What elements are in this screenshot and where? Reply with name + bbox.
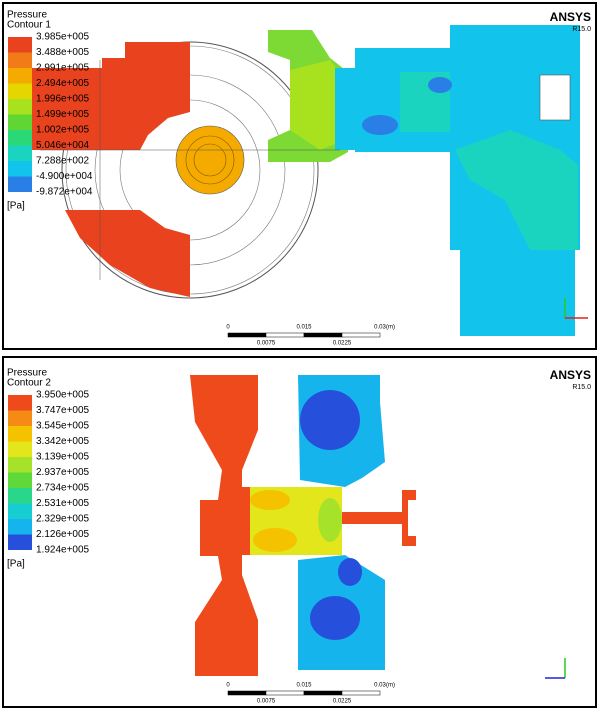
legend-label: 2.734e+005 [36,483,90,494]
legend-label: 1.996e+005 [36,94,90,105]
legend-label: 2.937e+005 [36,467,90,478]
legend-label: 3.950e+005 [36,390,90,401]
legend-swatch [8,426,32,442]
scale-label: 0 [226,683,230,689]
legend-swatch [8,52,32,68]
brand: ANSYS [550,368,591,382]
scale-label: 0 [226,325,230,331]
scale-label: 0.015 [296,683,312,689]
scale-label: 0.015 [296,325,312,331]
legend-label: 3.747e+005 [36,405,90,416]
legend-label: 2.126e+005 [36,529,90,540]
scale-label: 0.0075 [257,699,276,705]
scale-label: 0.03 [374,683,386,689]
contour-1 [32,25,580,336]
legend-label: 2.531e+005 [36,498,90,509]
scale-label: 0.0225 [333,341,352,347]
scale-segment [303,690,343,696]
legend-label: 5.046e+004 [36,140,90,151]
legend-swatch [8,130,32,146]
legend-swatch [8,145,32,161]
legend-swatch [8,114,32,130]
legend-swatch [8,457,32,473]
legend-swatch [8,37,32,53]
legend-unit: [Pa] [7,559,25,570]
legend-swatch [8,83,32,99]
legend-title: Pressure [7,10,47,21]
legend-swatch [8,488,32,504]
version: R15.0 [572,26,591,33]
scale-label: 0.0075 [257,341,276,347]
version: R15.0 [572,384,591,391]
scale-unit: (m) [386,325,395,331]
legend-swatch [8,99,32,115]
legend-label: 3.985e+005 [36,32,90,43]
scale-segment [227,332,267,338]
legend-label: 3.545e+005 [36,421,90,432]
legend-label: -4.900e+004 [36,171,93,182]
scale-label: 0.03 [374,325,386,331]
scale-segment [303,332,343,338]
legend-swatch [8,161,32,177]
brand: ANSYS [550,10,591,24]
legend-swatch [8,441,32,457]
scale-segment [227,690,267,696]
legend-swatch [8,519,32,535]
scale-label: 0.0225 [333,699,352,705]
contour-2 [190,375,416,676]
legend-swatch [8,503,32,519]
legend-label: 3.488e+005 [36,47,90,58]
legend-swatch [8,68,32,84]
legend-label: 3.139e+005 [36,452,90,463]
legend-swatch [8,395,32,411]
scale-segment [341,332,381,338]
legend-label: 2.494e+005 [36,78,90,89]
scale-segment [265,332,305,338]
legend-subtitle: Contour 1 [7,20,51,31]
legend-label: -9.872e+004 [36,187,93,198]
legend-label: 2.329e+005 [36,514,90,525]
legend-subtitle: Contour 2 [7,378,51,389]
scale-segment [265,690,305,696]
legend-label: 1.002e+005 [36,125,90,136]
legend-swatch [8,472,32,488]
axis-triad [545,298,588,679]
legend-swatch [8,410,32,426]
legend-label: 1.499e+005 [36,109,90,120]
legend-unit: [Pa] [7,201,25,212]
legend-title: Pressure [7,368,47,379]
legend-label: 2.991e+005 [36,63,90,74]
legend-label: 3.342e+005 [36,436,90,447]
legend-swatch [8,534,32,550]
scale-unit: (m) [386,683,395,689]
legend-label: 1.924e+005 [36,545,90,556]
legend-label: 7.288e+002 [36,156,90,167]
legend-swatch [8,176,32,192]
scale-segment [341,690,381,696]
